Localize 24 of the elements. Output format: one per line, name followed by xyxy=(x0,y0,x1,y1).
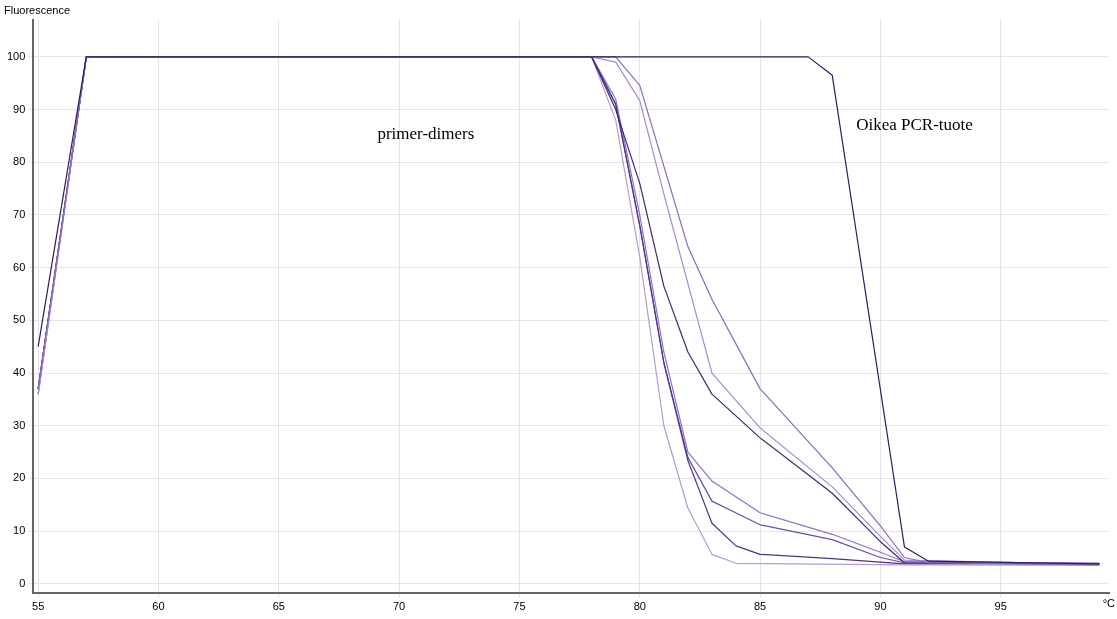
y-tick-label: 90 xyxy=(13,102,26,115)
x-tick-label: 55 xyxy=(32,600,45,613)
x-tick-label: 70 xyxy=(393,600,406,613)
y-axis-title: Fluorescence xyxy=(4,3,71,16)
y-tick-label: 20 xyxy=(13,471,26,484)
x-tick-label: 75 xyxy=(513,600,526,613)
y-tick-label: 10 xyxy=(13,524,26,537)
annotation: Oikea PCR-tuote xyxy=(856,115,973,135)
annotation: primer-dimers xyxy=(377,124,475,144)
y-tick-label: 0 xyxy=(19,576,26,589)
y-tick-label: 80 xyxy=(13,155,26,168)
x-tick-label: 90 xyxy=(874,600,887,613)
x-tick-label: 60 xyxy=(152,600,165,613)
y-tick-label: 100 xyxy=(6,49,26,62)
y-tick-label: 70 xyxy=(13,208,26,220)
y-tick-label: 60 xyxy=(13,260,26,273)
x-tick-label: 85 xyxy=(753,600,767,613)
x-tick-label: 95 xyxy=(994,600,1007,613)
x-axis-title: °C xyxy=(1102,597,1116,610)
x-tick-label: 80 xyxy=(633,600,646,613)
y-tick-label: 50 xyxy=(13,313,26,326)
x-tick-label: 65 xyxy=(272,600,285,613)
y-tick-label: 40 xyxy=(13,366,26,379)
y-tick-label: 30 xyxy=(13,418,26,431)
